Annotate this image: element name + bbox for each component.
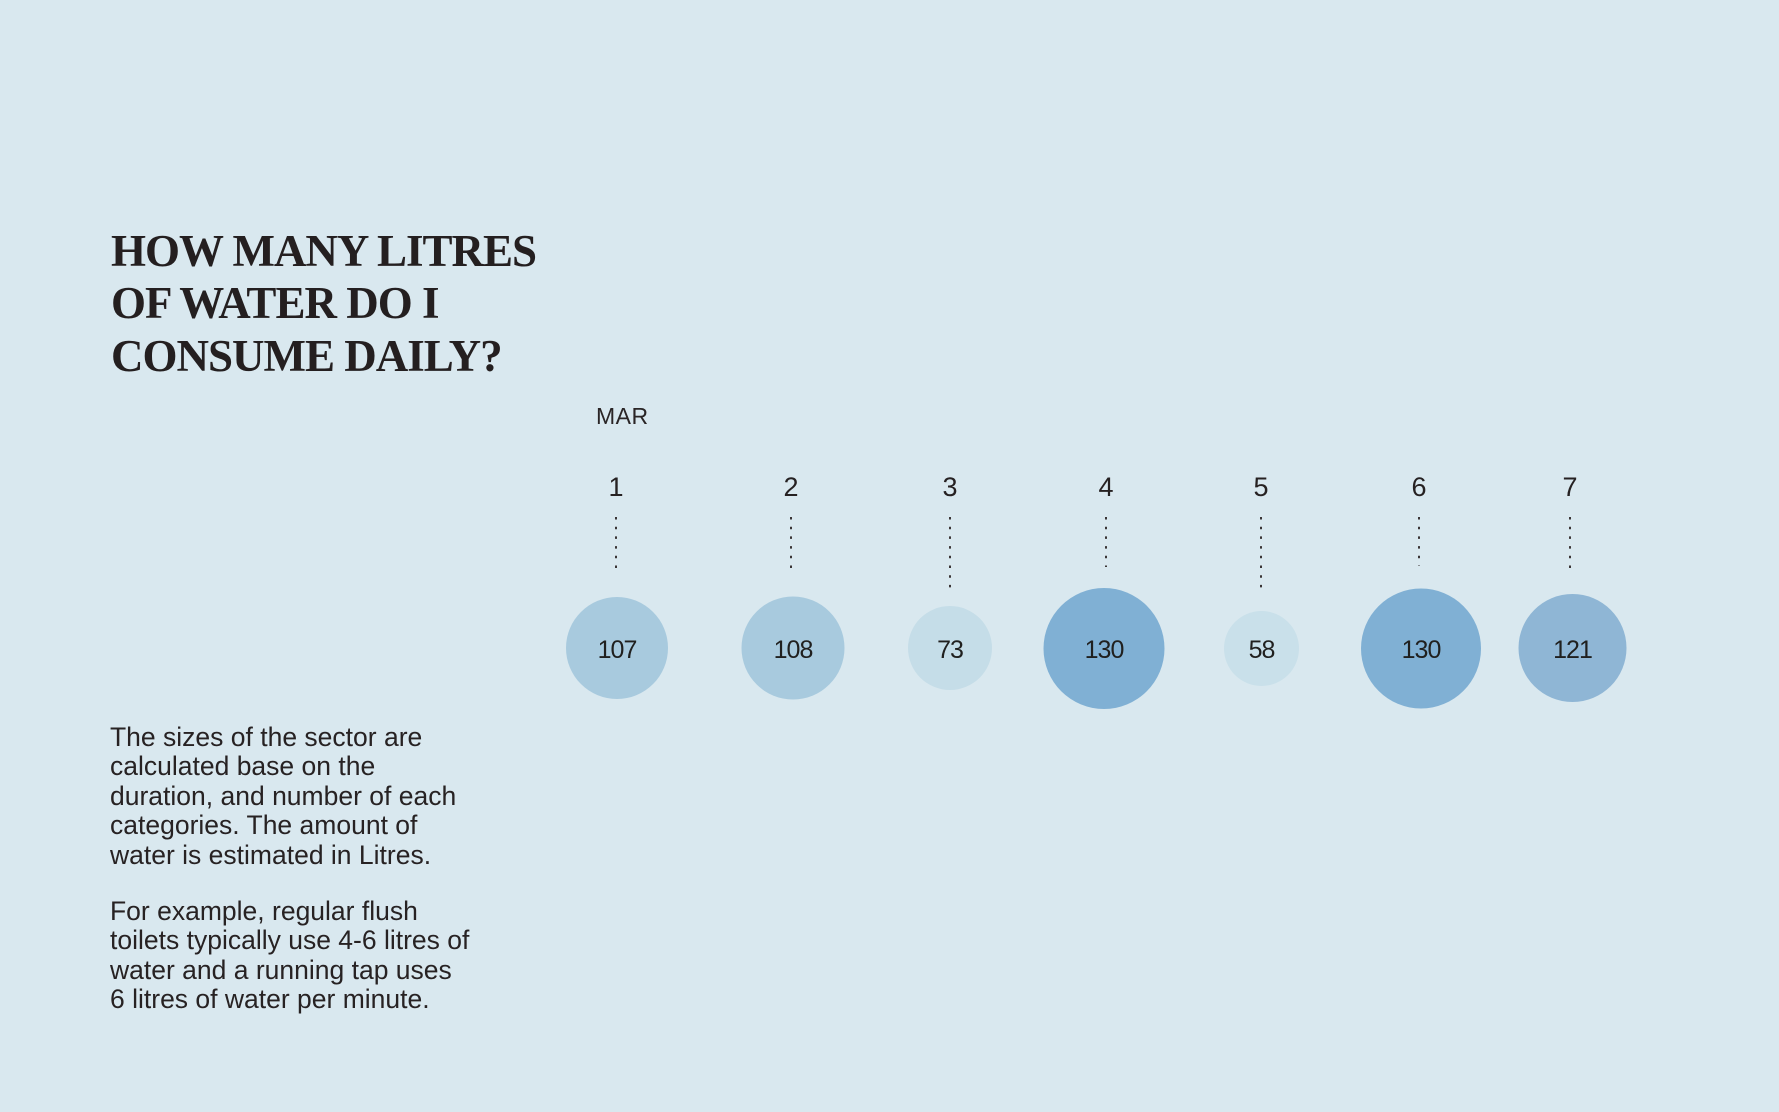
svg-text:6: 6 [1411, 472, 1426, 502]
svg-text:58: 58 [1249, 636, 1275, 664]
svg-text:3: 3 [942, 472, 957, 502]
svg-text:2: 2 [783, 472, 798, 502]
svg-text:107: 107 [598, 636, 637, 664]
svg-text:1: 1 [608, 472, 623, 502]
svg-text:108: 108 [774, 636, 813, 664]
svg-text:130: 130 [1085, 636, 1124, 664]
svg-text:73: 73 [937, 636, 963, 664]
svg-text:5: 5 [1253, 472, 1268, 502]
svg-text:4: 4 [1098, 472, 1113, 502]
svg-text:7: 7 [1562, 472, 1577, 502]
svg-text:121: 121 [1553, 636, 1592, 664]
svg-text:130: 130 [1402, 636, 1441, 664]
